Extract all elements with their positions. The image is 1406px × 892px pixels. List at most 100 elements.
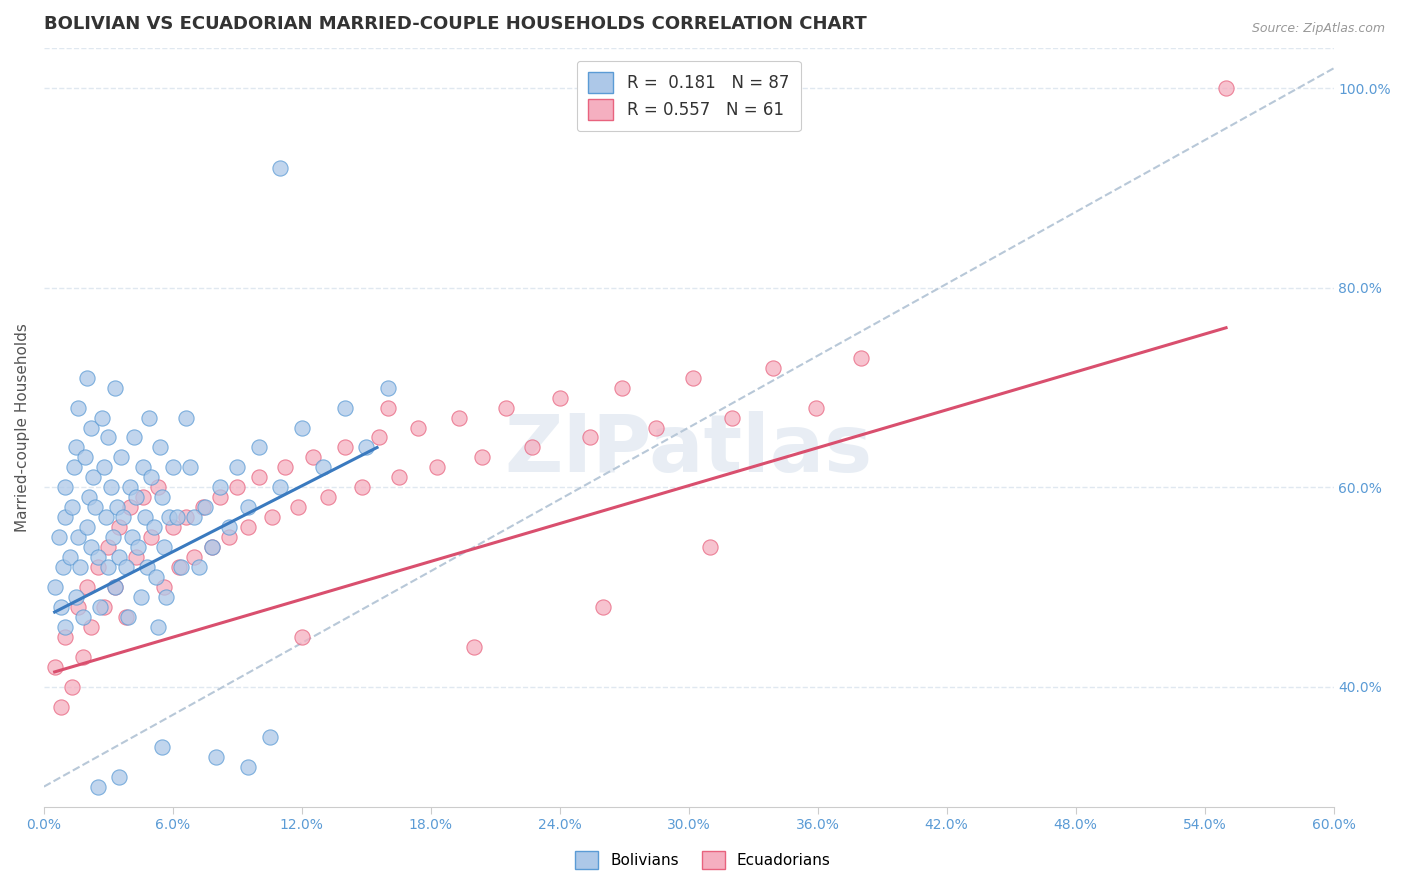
- Point: [44, 580, 66, 594]
- Point: [579, 430, 602, 444]
- Point: [471, 450, 494, 465]
- Point: [97, 430, 120, 444]
- Point: [645, 420, 668, 434]
- Point: [333, 401, 356, 415]
- Legend: R =  0.181   N = 87, R = 0.557   N = 61: R = 0.181 N = 87, R = 0.557 N = 61: [576, 61, 801, 131]
- Point: [548, 391, 571, 405]
- Point: [67, 600, 90, 615]
- Point: [200, 540, 222, 554]
- Point: [226, 480, 249, 494]
- Point: [136, 560, 159, 574]
- Point: [73, 450, 96, 465]
- Point: [377, 381, 399, 395]
- Point: [387, 470, 409, 484]
- Point: [84, 500, 107, 515]
- Point: [592, 600, 614, 615]
- Point: [406, 420, 429, 434]
- Point: [236, 520, 259, 534]
- Point: [127, 540, 149, 554]
- Point: [377, 401, 399, 415]
- Point: [247, 470, 270, 484]
- Point: [114, 560, 136, 574]
- Point: [125, 550, 148, 565]
- Point: [146, 480, 169, 494]
- Point: [205, 749, 228, 764]
- Point: [149, 441, 172, 455]
- Point: [316, 491, 339, 505]
- Point: [108, 550, 131, 565]
- Point: [48, 530, 70, 544]
- Point: [55, 480, 77, 494]
- Point: [77, 491, 100, 505]
- Point: [117, 610, 139, 624]
- Point: [86, 550, 108, 565]
- Point: [44, 660, 66, 674]
- Point: [97, 560, 120, 574]
- Point: [86, 560, 108, 574]
- Y-axis label: Married-couple Households: Married-couple Households: [15, 323, 30, 532]
- Point: [132, 460, 155, 475]
- Point: [174, 410, 197, 425]
- Point: [65, 590, 87, 604]
- Point: [174, 510, 197, 524]
- Point: [162, 460, 184, 475]
- Point: [93, 460, 115, 475]
- Point: [333, 441, 356, 455]
- Point: [122, 430, 145, 444]
- Point: [166, 510, 188, 524]
- Point: [72, 650, 94, 665]
- Point: [49, 600, 72, 615]
- Point: [138, 410, 160, 425]
- Point: [80, 620, 103, 634]
- Point: [80, 420, 103, 434]
- Point: [183, 510, 205, 524]
- Point: [146, 620, 169, 634]
- Point: [55, 510, 77, 524]
- Point: [226, 460, 249, 475]
- Point: [67, 530, 90, 544]
- Point: [287, 500, 309, 515]
- Point: [187, 560, 209, 574]
- Point: [101, 530, 124, 544]
- Point: [368, 430, 391, 444]
- Point: [1215, 81, 1237, 95]
- Point: [162, 520, 184, 534]
- Point: [108, 770, 131, 784]
- Point: [179, 460, 201, 475]
- Point: [114, 610, 136, 624]
- Point: [52, 560, 75, 574]
- Point: [610, 381, 633, 395]
- Point: [59, 550, 82, 565]
- Point: [291, 630, 314, 644]
- Point: [447, 410, 470, 425]
- Point: [145, 570, 167, 584]
- Point: [112, 510, 135, 524]
- Point: [153, 580, 176, 594]
- Point: [89, 600, 111, 615]
- Point: [269, 480, 291, 494]
- Text: BOLIVIAN VS ECUADORIAN MARRIED-COUPLE HOUSEHOLDS CORRELATION CHART: BOLIVIAN VS ECUADORIAN MARRIED-COUPLE HO…: [44, 15, 866, 33]
- Point: [720, 410, 742, 425]
- Point: [520, 441, 543, 455]
- Point: [218, 530, 240, 544]
- Point: [269, 161, 291, 176]
- Point: [259, 730, 281, 744]
- Point: [104, 381, 127, 395]
- Point: [236, 500, 259, 515]
- Point: [157, 510, 180, 524]
- Point: [273, 460, 295, 475]
- Point: [169, 560, 191, 574]
- Point: [260, 510, 283, 524]
- Point: [236, 760, 259, 774]
- Point: [118, 500, 141, 515]
- Point: [96, 510, 118, 524]
- Point: [93, 600, 115, 615]
- Legend: Bolivians, Ecuadorians: Bolivians, Ecuadorians: [569, 845, 837, 875]
- Text: Source: ZipAtlas.com: Source: ZipAtlas.com: [1251, 22, 1385, 36]
- Point: [63, 460, 86, 475]
- Point: [60, 680, 83, 694]
- Point: [155, 590, 177, 604]
- Point: [65, 441, 87, 455]
- Point: [247, 441, 270, 455]
- Point: [426, 460, 449, 475]
